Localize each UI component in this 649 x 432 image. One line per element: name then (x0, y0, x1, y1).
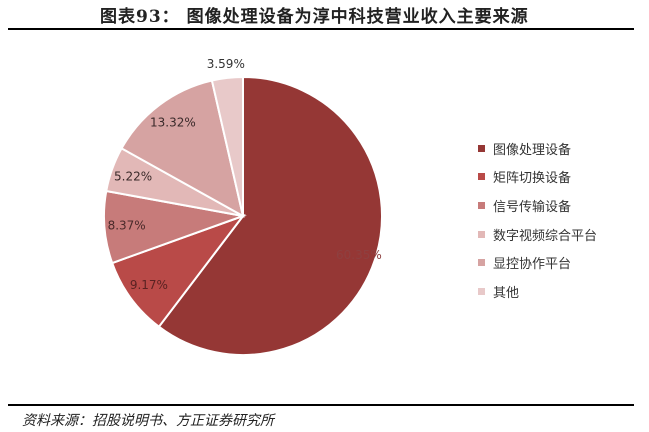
pie-slice (157, 75, 383, 356)
legend-swatch (478, 230, 485, 238)
legend-swatch (478, 259, 485, 267)
legend-label: 信号传输设备 (493, 199, 572, 215)
legend-swatch (478, 287, 485, 295)
data-label: 5.22% (114, 170, 152, 184)
legend-label: 矩阵切换设备 (493, 171, 572, 187)
legend-label: 显控协作平台 (493, 257, 572, 273)
legend-item: 其他 (478, 277, 597, 306)
legend-swatch (478, 201, 485, 209)
legend-label: 图像处理设备 (493, 142, 572, 158)
legend-item: 数字视频综合平台 (478, 220, 597, 249)
legend-label: 其他 (493, 285, 520, 301)
legend-item: 信号传输设备 (478, 191, 597, 220)
legend-item: 显控协作平台 (478, 248, 597, 277)
source-note: 资料来源：招股说明书、方正证券研究所 (22, 413, 274, 429)
legend-swatch (478, 173, 485, 181)
legend-swatch (478, 144, 485, 152)
legend-item: 图像处理设备 (478, 134, 597, 163)
data-label: 9.17% (130, 278, 168, 292)
data-label: 3.59% (207, 57, 245, 71)
legend: 图像处理设备 矩阵切换设备 信号传输设备数字视频综合平台 显控协作平台 其他 (478, 134, 597, 306)
pie-slice (120, 79, 245, 218)
legend-item: 矩阵切换设备 (478, 163, 597, 192)
source-rule (8, 404, 634, 406)
title-rule (8, 28, 634, 30)
pie-slice (110, 213, 246, 329)
legend-label: 数字视频综合平台 (493, 228, 598, 244)
chart-title: 图表93： 图像处理设备为淳中科技营业收入主要来源 (100, 7, 529, 27)
data-label: 13.32% (150, 116, 196, 130)
pie-slice (210, 75, 244, 217)
data-label: 60.35% (336, 248, 382, 262)
data-label: 8.37% (108, 219, 146, 233)
